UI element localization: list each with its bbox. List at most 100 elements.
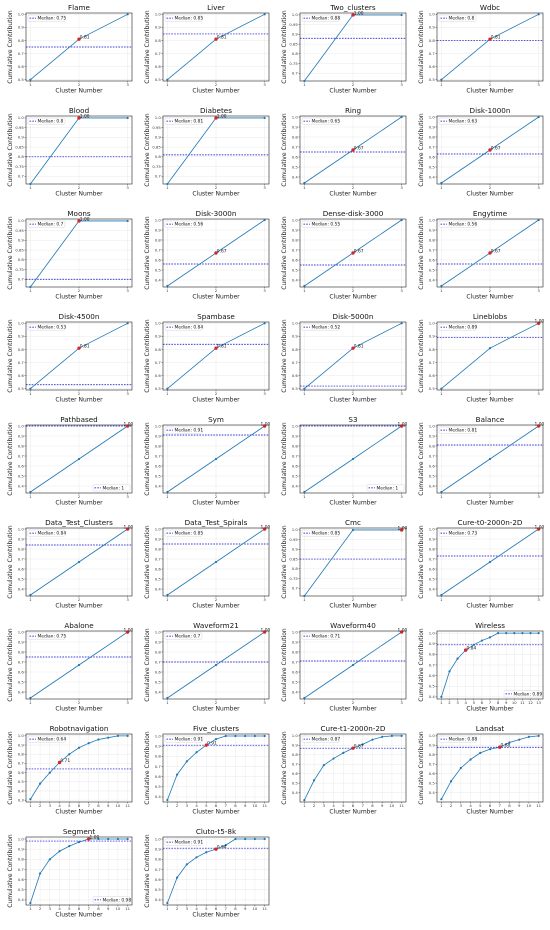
- legend-box: [27, 220, 66, 228]
- highlight-label: 0.81: [80, 344, 90, 350]
- legend-box: [366, 484, 405, 492]
- chart-svg: Two_clusters 0.7 0.75 0.8 0.85 0.9 0.95 1.0 1 2 3 C…: [281, 3, 407, 95]
- highlight-point: [498, 745, 502, 749]
- chart-title: Landsat: [476, 724, 505, 733]
- highlight-point: [399, 528, 404, 532]
- x-tick-label: 11: [536, 803, 541, 808]
- data-point: [205, 851, 208, 854]
- y-tick-label: 0.9: [429, 25, 436, 30]
- data-point: [440, 284, 443, 288]
- data-point: [214, 457, 218, 461]
- x-axis-label: Cluster Number: [466, 397, 514, 404]
- y-tick-label: 0.9: [155, 846, 162, 851]
- data-point: [488, 636, 492, 639]
- y-tick-label: 0.8: [292, 51, 299, 56]
- data-point: [224, 844, 227, 847]
- x-tick-label: 2: [450, 803, 453, 808]
- chart-svg: Abalone 0.4 0.5 0.6 0.7 0.8 0.9 1.0 1 2 3 Cluster N…: [7, 621, 134, 713]
- chart-title: Cluto-t5-8k: [196, 827, 237, 836]
- legend: Median: 0.63: [438, 117, 478, 125]
- y-tick-label: 0.9: [429, 334, 436, 339]
- chart-panel: Flame 0.5 0.6 0.7 0.8 0.9 1.0 1 2 3 Cluster Number…: [0, 3, 135, 103]
- y-axis-label: Cumulative Contribution: [7, 731, 14, 805]
- x-tick-label: 1: [29, 391, 32, 396]
- y-tick-label: 0.7: [292, 360, 299, 365]
- data-point: [48, 858, 51, 861]
- data-point: [126, 116, 129, 120]
- legend: Median: 0.65: [301, 117, 340, 125]
- data-point: [303, 799, 306, 802]
- y-tick-label: 1.0: [429, 217, 436, 222]
- legend-label: Median: 0.84: [175, 325, 204, 331]
- data-point: [244, 837, 247, 841]
- data-point: [185, 760, 188, 763]
- highlight-label: 0.81: [354, 344, 364, 350]
- y-tick-label: 0.9: [18, 846, 25, 851]
- chart-svg: Cmc 0.7 0.75 0.8 0.85 0.9 0.95 1.0 1 2 3 Cluster Nu…: [281, 518, 408, 610]
- legend-label: Median: 0.63: [449, 119, 478, 125]
- x-tick-label: 3: [263, 700, 266, 705]
- y-axis-label: Cumulative Contribution: [144, 10, 151, 84]
- y-tick-label: 1.0: [429, 423, 436, 428]
- x-tick-label: 7: [499, 803, 502, 808]
- x-tick-label: 3: [400, 700, 403, 705]
- x-tick-label: 3: [49, 803, 52, 808]
- data-point: [116, 837, 119, 841]
- x-axis-label: Cluster Number: [329, 191, 377, 198]
- y-tick-label: 0.8: [155, 649, 162, 654]
- y-tick-label: 0.5: [155, 679, 162, 684]
- x-axis-label: Cluster Number: [329, 397, 377, 404]
- y-axis-label: Cumulative Contribution: [418, 731, 425, 805]
- x-tick-label: 7: [225, 803, 228, 808]
- data-point: [527, 735, 530, 738]
- data-point: [456, 657, 459, 660]
- highlight-point: [262, 630, 267, 634]
- x-tick-label: 11: [125, 906, 130, 911]
- x-tick-label: 10: [115, 906, 120, 911]
- y-tick-label: 0.7: [155, 174, 162, 179]
- highlight-point: [488, 37, 492, 41]
- chart-panel: Segment 0.4 0.5 0.6 0.7 0.8 0.9 1.0 1 2 3 4 5 6 7 8 9 10 1…: [0, 827, 135, 927]
- highlight-label: 1.00: [535, 524, 545, 530]
- data-point: [77, 746, 81, 749]
- chart-svg: Landsat 0.4 0.5 0.6 0.7 0.8 0.9 1.0 1 2 3 4 5 6 7 8 9 10 1…: [418, 724, 544, 816]
- y-tick-label: 0.4: [429, 277, 436, 282]
- data-point: [400, 734, 403, 737]
- y-tick-label: 0.5: [429, 780, 436, 785]
- chart-panel: Liver 0.5 0.6 0.7 0.8 0.9 1.0 1 2 3 Cluster Number…: [137, 3, 272, 103]
- x-tick-label: 2: [78, 494, 81, 499]
- chart-panel: Sym 0.4 0.5 0.6 0.7 0.8 0.9 1.0 1 2 3 Cluster Numbe…: [137, 415, 272, 515]
- x-axis-label: Cluster Number: [466, 809, 514, 816]
- highlight-label: 1.00: [261, 627, 271, 633]
- chart-svg: Disk-4500n 0.5 0.6 0.7 0.8 0.9 1.0 1 2 3 Cluster N…: [7, 312, 133, 404]
- legend-label: Median: 0.89: [514, 691, 543, 697]
- legend-box: [164, 426, 203, 434]
- legend-label: Median: 0.87: [312, 737, 341, 743]
- chart-title: Waveform21: [193, 621, 239, 630]
- y-tick-label: 0.6: [155, 64, 162, 69]
- chart-title: Engytime: [473, 209, 508, 218]
- data-point: [332, 757, 335, 760]
- y-tick-label: 0.75: [289, 576, 298, 581]
- x-tick-label: 1: [166, 494, 169, 499]
- x-tick-label: 2: [352, 494, 355, 499]
- chart-title: Segment: [63, 827, 96, 836]
- y-tick-label: 0.4: [292, 689, 299, 694]
- y-tick-label: 0.7: [429, 762, 436, 767]
- legend-box: [438, 117, 477, 125]
- y-axis-label: Cumulative Contribution: [144, 731, 151, 805]
- highlight-point: [77, 346, 81, 350]
- highlight-point: [351, 148, 355, 152]
- y-tick-label: 0.7: [292, 659, 299, 664]
- highlight-point: [214, 37, 218, 41]
- y-tick-label: 0.5: [429, 267, 436, 272]
- x-tick-label: 3: [186, 803, 189, 808]
- x-tick-label: 1: [29, 288, 32, 293]
- y-tick-label: 0.5: [292, 386, 299, 391]
- y-tick-label: 0.6: [155, 774, 162, 779]
- chart-title: Diabetes: [200, 106, 232, 115]
- data-point: [440, 490, 443, 494]
- x-tick-label: 2: [489, 288, 492, 293]
- chart-title: Dense-disk-3000: [323, 209, 384, 218]
- data-point: [166, 901, 169, 905]
